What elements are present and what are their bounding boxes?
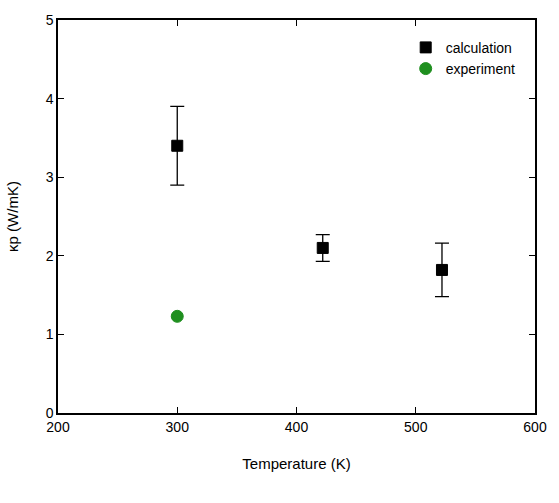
svg-text:200: 200 <box>46 419 70 435</box>
svg-text:600: 600 <box>523 419 547 435</box>
svg-text:400: 400 <box>285 419 309 435</box>
svg-text:experiment: experiment <box>446 61 515 77</box>
svg-text:5: 5 <box>46 12 54 28</box>
svg-text:300: 300 <box>166 419 190 435</box>
svg-text:4: 4 <box>46 91 54 107</box>
svg-text:0: 0 <box>46 405 54 421</box>
svg-text:1: 1 <box>46 326 54 342</box>
svg-text:3: 3 <box>46 169 54 185</box>
svg-text:calculation: calculation <box>446 40 512 56</box>
svg-text:κp (W/mK): κp (W/mK) <box>4 181 21 252</box>
svg-text:Temperature (K): Temperature (K) <box>242 455 350 472</box>
svg-text:500: 500 <box>404 419 428 435</box>
svg-text:2: 2 <box>46 248 54 264</box>
